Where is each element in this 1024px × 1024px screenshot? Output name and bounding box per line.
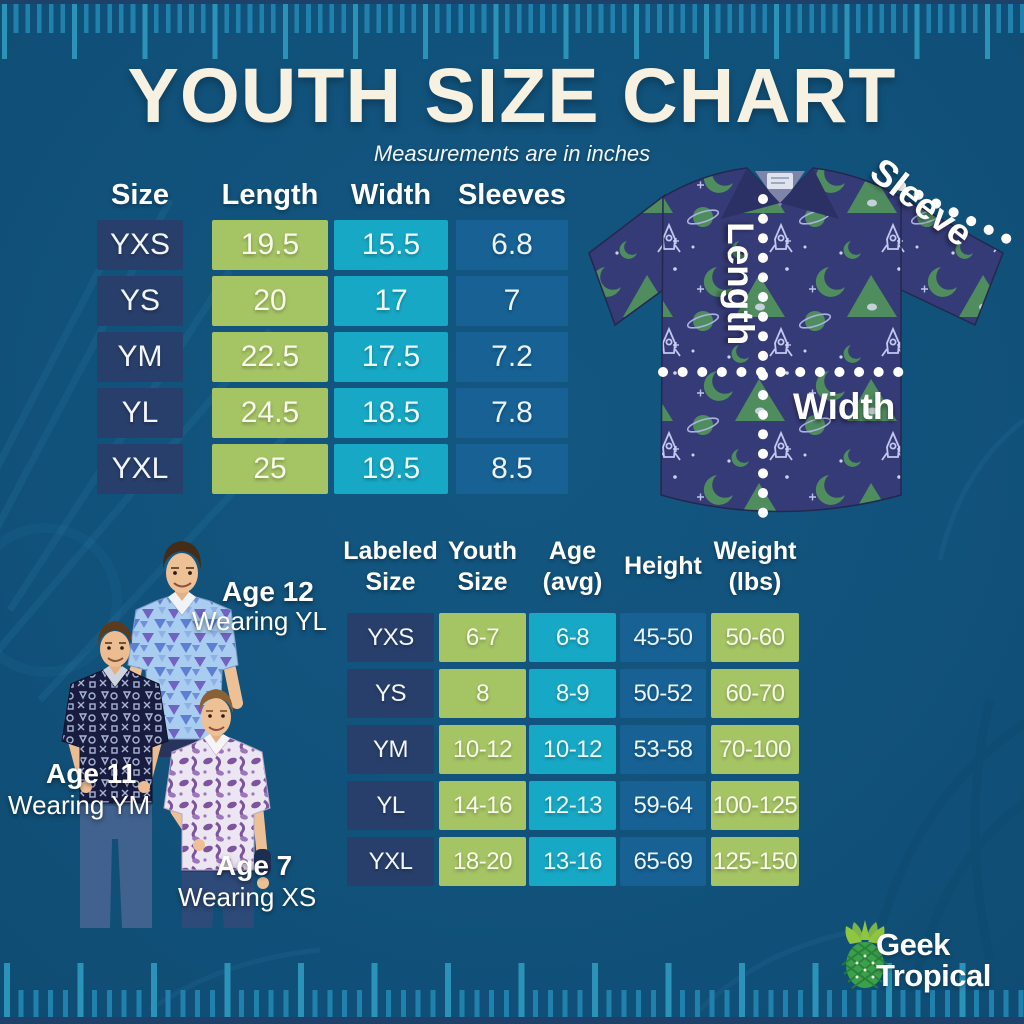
model-age-7 bbox=[163, 689, 271, 928]
weight-cell: 100-125 bbox=[711, 781, 799, 830]
measurement-table-length-column: Length 19.5 20 22.5 24.5 25 bbox=[212, 176, 328, 500]
labeled-size-cell: YL bbox=[347, 781, 434, 830]
measurement-table-size-column: Size YXS YS YM YL YXL bbox=[97, 176, 183, 500]
labeled-size-cell: YM bbox=[347, 725, 434, 774]
weight-cell: 60-70 bbox=[711, 669, 799, 718]
sleeves-cell: 7 bbox=[456, 276, 568, 326]
brand-name-line2: Tropical bbox=[876, 958, 991, 993]
column-header-sleeves: Sleeves bbox=[457, 178, 567, 211]
length-cell: 19.5 bbox=[212, 220, 328, 270]
model-wearing-label: Wearing XS bbox=[178, 882, 317, 912]
fit-table-weight-column: Weight (lbs) 50-60 60-70 70-100 100-125 … bbox=[711, 528, 799, 893]
column-header-height: Height bbox=[620, 528, 706, 605]
length-cell: 24.5 bbox=[212, 388, 328, 438]
column-header-size: Size bbox=[110, 178, 170, 211]
width-cell: 19.5 bbox=[334, 444, 448, 494]
size-cell: YM bbox=[97, 332, 183, 382]
labeled-size-cell: YXS bbox=[347, 613, 434, 662]
width-cell: 17.5 bbox=[334, 332, 448, 382]
youth-size-cell: 18-20 bbox=[439, 837, 526, 886]
model-age-11 bbox=[61, 621, 169, 928]
age-cell: 10-12 bbox=[529, 725, 616, 774]
age-cell: 13-16 bbox=[529, 837, 616, 886]
fit-table-youth-size-column: Youth Size 6-7 8 10-12 14-16 18-20 bbox=[439, 528, 526, 893]
sleeves-cell: 8.5 bbox=[456, 444, 568, 494]
model-age-label: Age 11 bbox=[46, 758, 137, 789]
weight-cell: 70-100 bbox=[711, 725, 799, 774]
length-cell: 22.5 bbox=[212, 332, 328, 382]
weight-cell: 50-60 bbox=[711, 613, 799, 662]
weight-cell: 125-150 bbox=[711, 837, 799, 886]
header-line: Height bbox=[624, 552, 702, 581]
measurement-table-sleeves-column: Sleeves 6.8 7 7.2 7.8 8.5 bbox=[456, 176, 568, 500]
header-line: (avg) bbox=[542, 567, 603, 596]
size-cell: YXL bbox=[97, 444, 183, 494]
header-line: Labeled bbox=[343, 537, 438, 565]
height-cell: 45-50 bbox=[620, 613, 706, 662]
header-line: Size bbox=[365, 567, 416, 596]
header-line: (lbs) bbox=[728, 567, 782, 596]
bottom-edge-bar bbox=[0, 1017, 1024, 1024]
size-cell: YXS bbox=[97, 220, 183, 270]
height-cell: 50-52 bbox=[620, 669, 706, 718]
height-cell: 65-69 bbox=[620, 837, 706, 886]
sleeves-cell: 7.8 bbox=[456, 388, 568, 438]
labeled-size-cell: YS bbox=[347, 669, 434, 718]
youth-size-cell: 10-12 bbox=[439, 725, 526, 774]
length-measure-label: Length bbox=[720, 222, 761, 346]
length-cell: 20 bbox=[212, 276, 328, 326]
kid-models-photo bbox=[61, 541, 271, 928]
header-line: Age bbox=[548, 537, 597, 565]
column-header-youth-size: Youth Size bbox=[439, 528, 526, 605]
model-wearing-label: Wearing YL bbox=[192, 606, 327, 636]
height-cell: 53-58 bbox=[620, 725, 706, 774]
page-title: YOUTH SIZE CHART bbox=[127, 53, 897, 139]
model-wearing-label: Wearing YM bbox=[8, 790, 151, 820]
width-cell: 18.5 bbox=[334, 388, 448, 438]
age-cell: 6-8 bbox=[529, 613, 616, 662]
header-line: Youth bbox=[448, 537, 517, 565]
youth-size-cell: 14-16 bbox=[439, 781, 526, 830]
model-age-label: Age 12 bbox=[222, 576, 314, 607]
labeled-size-cell: YXL bbox=[347, 837, 434, 886]
length-cell: 25 bbox=[212, 444, 328, 494]
model-age-label: Age 7 bbox=[216, 850, 293, 881]
size-cell: YS bbox=[97, 276, 183, 326]
fit-table-labeled-size-column: Labeled Size YXS YS YM YL YXL bbox=[343, 528, 438, 893]
column-header-labeled-size: Labeled Size bbox=[343, 528, 437, 605]
column-header-age: Age (avg) bbox=[529, 528, 616, 605]
youth-size-cell: 8 bbox=[439, 669, 526, 718]
width-cell: 17 bbox=[334, 276, 448, 326]
sleeve-dotted-line bbox=[896, 181, 1018, 247]
subtitle: Measurements are in inches bbox=[373, 141, 651, 166]
column-header-length: Length bbox=[221, 178, 319, 211]
header-line: Size bbox=[457, 567, 508, 596]
width-measure-label: Width bbox=[793, 386, 896, 427]
measurement-table-width-column: Width 15.5 17 17.5 18.5 19.5 bbox=[334, 176, 448, 500]
height-cell: 59-64 bbox=[620, 781, 706, 830]
age-cell: 12-13 bbox=[529, 781, 616, 830]
top-edge-bar bbox=[0, 0, 1024, 4]
column-header-width: Width bbox=[350, 178, 432, 211]
youth-size-cell: 6-7 bbox=[439, 613, 526, 662]
age-cell: 8-9 bbox=[529, 669, 616, 718]
header-line: Weight bbox=[713, 537, 797, 565]
ruler-ticks-top-major bbox=[2, 4, 1024, 59]
fit-table-height-column: Height 45-50 50-52 53-58 59-64 65-69 bbox=[620, 528, 706, 893]
shirt-measurement-diagram bbox=[588, 167, 1018, 520]
sleeves-cell: 7.2 bbox=[456, 332, 568, 382]
shirt-body bbox=[660, 167, 902, 513]
shirt-left-sleeve bbox=[588, 193, 668, 327]
sleeves-cell: 6.8 bbox=[456, 220, 568, 270]
fit-table-age-column: Age (avg) 6-8 8-9 10-12 12-13 13-16 bbox=[529, 528, 616, 893]
width-cell: 15.5 bbox=[334, 220, 448, 270]
size-cell: YL bbox=[97, 388, 183, 438]
column-header-weight: Weight (lbs) bbox=[711, 528, 799, 605]
